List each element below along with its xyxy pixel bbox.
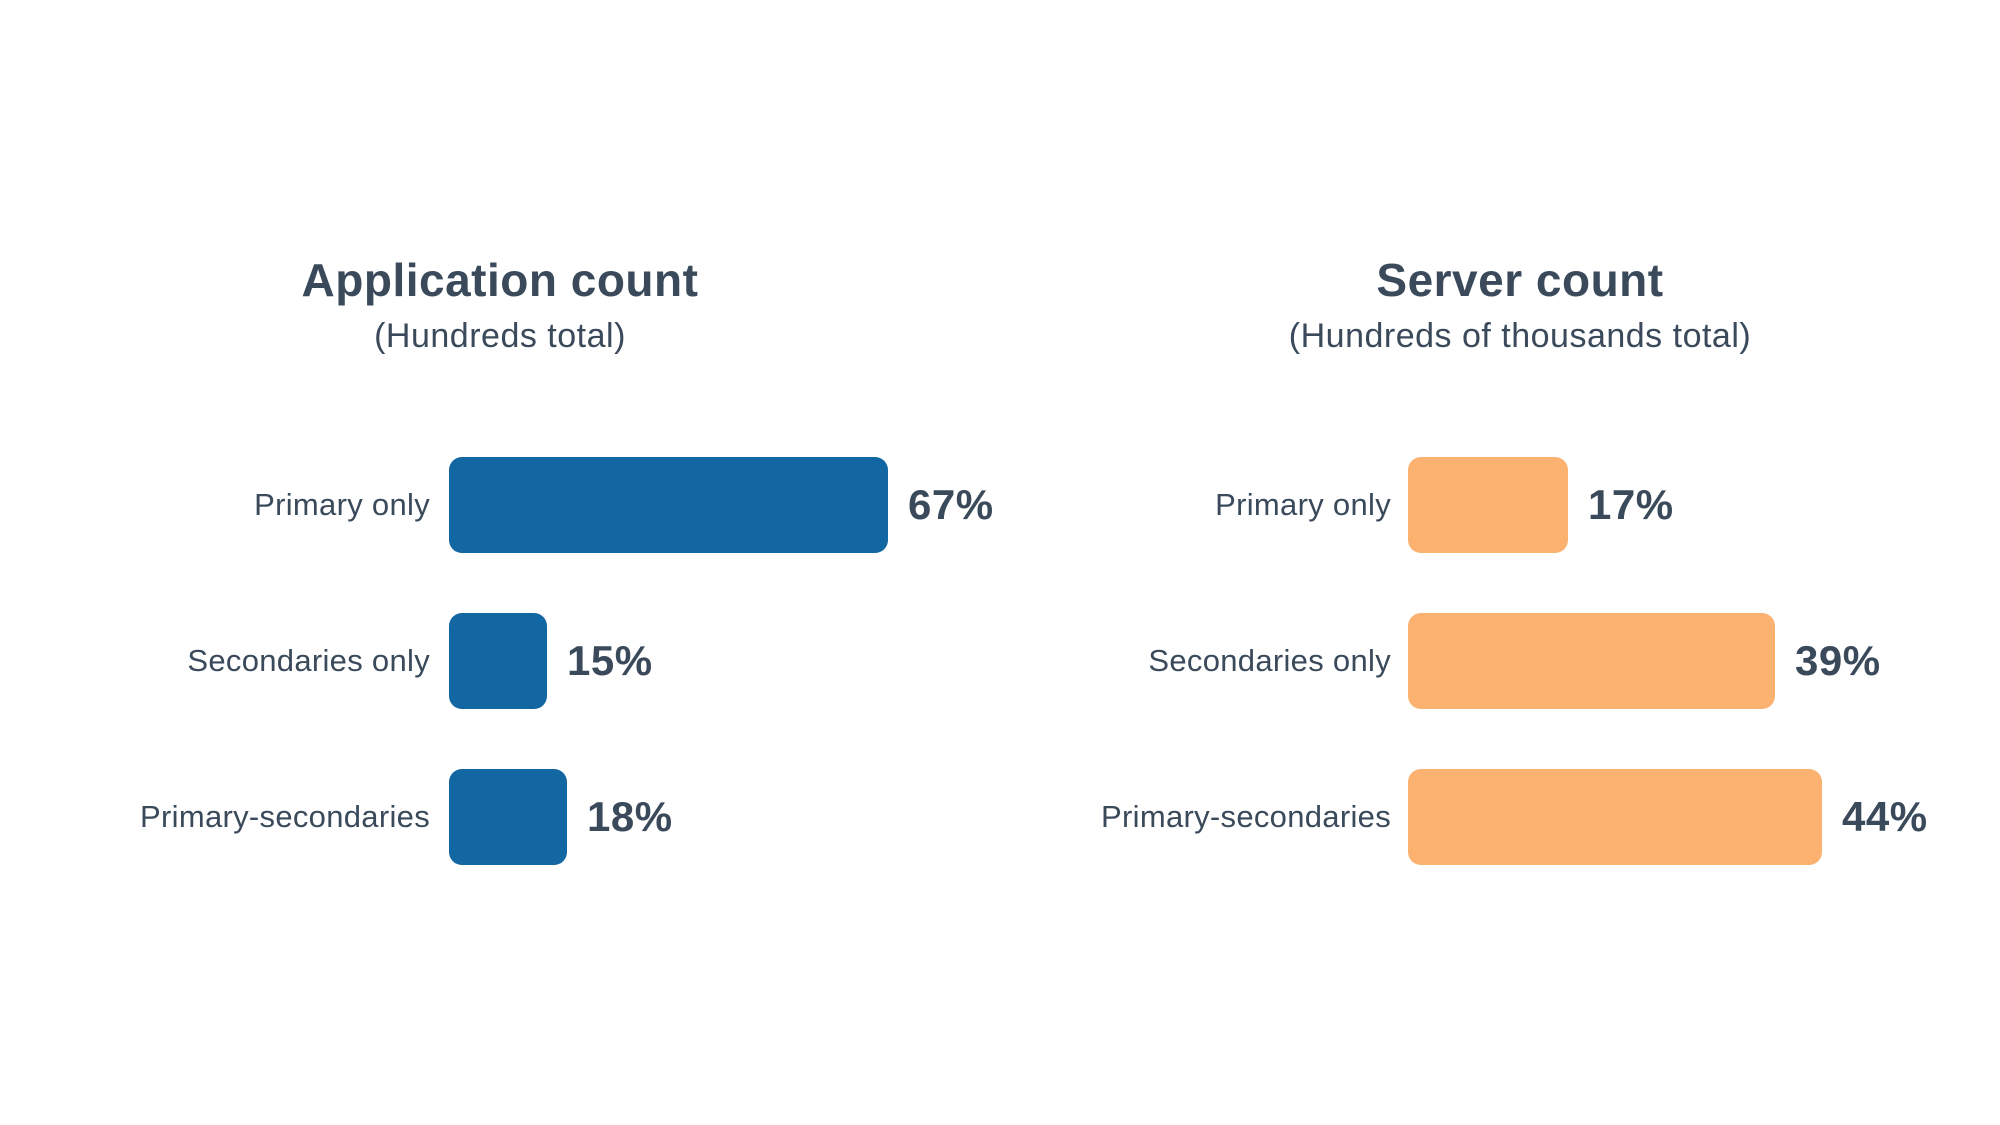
value-label: 44% [1842, 793, 1928, 840]
chart-subtitle: (Hundreds of thousands total) [1288, 317, 1752, 355]
chart-title: Application count [301, 254, 699, 306]
bar [1408, 769, 1822, 865]
bar-row: Primary-secondaries 18% [85, 769, 994, 865]
bar-row: Secondaries only 39% [1043, 613, 1928, 709]
category-label: Primary-secondaries [140, 799, 430, 834]
bar [449, 457, 888, 553]
category-label: Secondaries only [1148, 643, 1391, 678]
bar [1408, 613, 1775, 709]
category-label: Primary-secondaries [1101, 799, 1391, 834]
application-count-bars: Primary only 67% Secondaries only 15% Primar… [85, 457, 994, 925]
bar-row: Primary only 67% [85, 457, 994, 553]
bar [449, 769, 567, 865]
server-count-heading: Server count (Hundreds of thousands tota… [1060, 252, 1980, 358]
bar [1408, 457, 1568, 553]
bar [449, 613, 547, 709]
bar-row: Secondaries only 15% [85, 613, 994, 709]
application-count-heading: Application count (Hundreds total) [85, 252, 915, 358]
chart-title: Server count [1376, 254, 1664, 306]
value-label: 67% [908, 481, 994, 528]
server-count-bars: Primary only 17% Secondaries only 39% Primar… [1043, 457, 1928, 925]
category-label: Primary only [1215, 487, 1391, 522]
bar-row: Primary-secondaries 44% [1043, 769, 1928, 865]
category-label: Secondaries only [187, 643, 430, 678]
value-label: 39% [1795, 637, 1881, 684]
bar-row: Primary only 17% [1043, 457, 1928, 553]
chart-subtitle: (Hundreds total) [374, 317, 626, 355]
value-label: 17% [1588, 481, 1674, 528]
value-label: 18% [587, 793, 673, 840]
category-label: Primary only [254, 487, 430, 522]
value-label: 15% [567, 637, 653, 684]
